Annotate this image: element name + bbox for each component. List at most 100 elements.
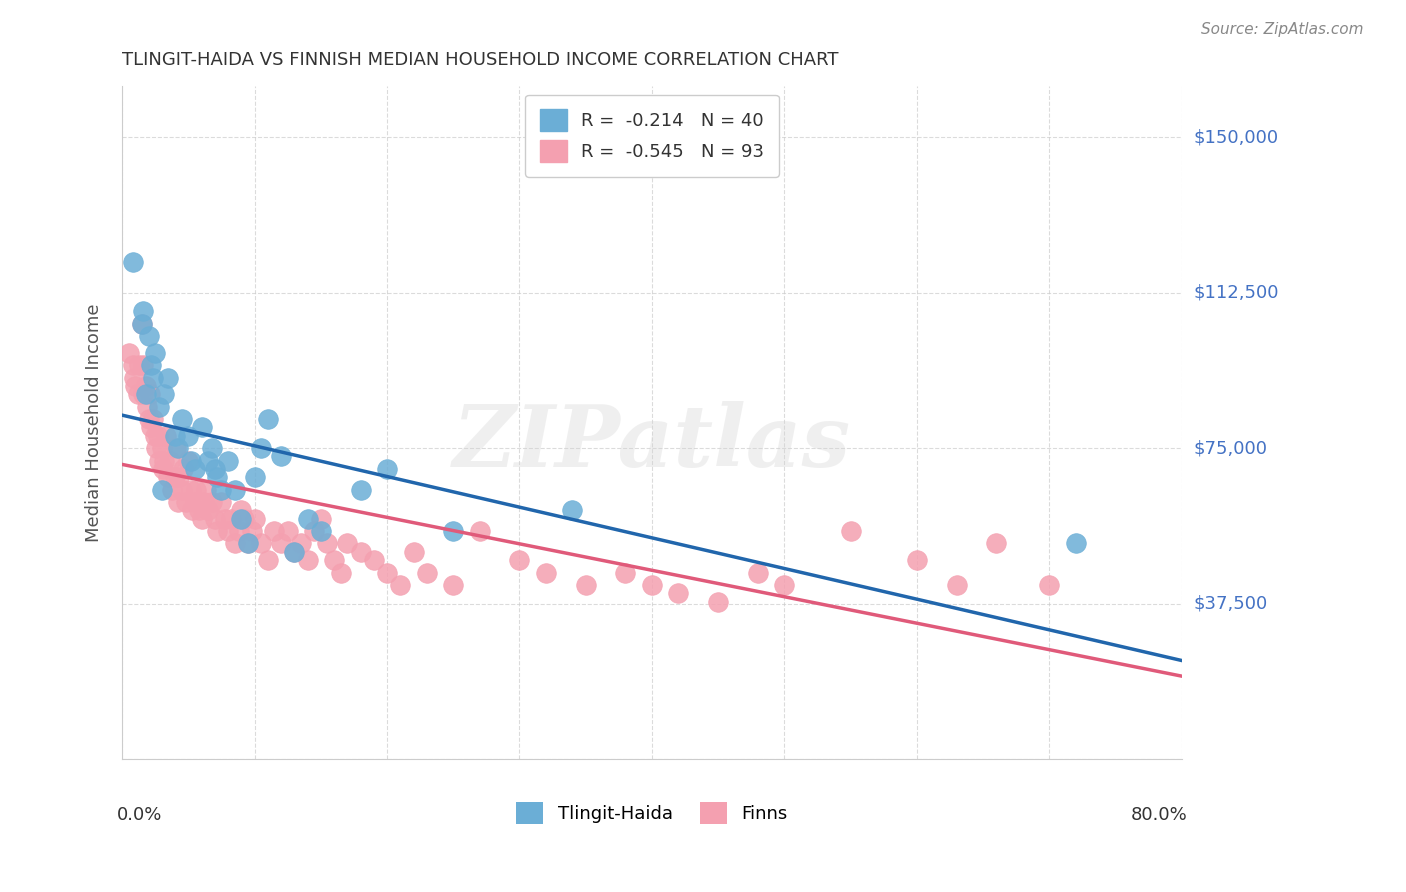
Point bbox=[187, 503, 209, 517]
Point bbox=[172, 462, 194, 476]
Point bbox=[141, 420, 163, 434]
Point bbox=[250, 441, 273, 455]
Point bbox=[207, 470, 229, 484]
Point bbox=[141, 358, 163, 372]
Point bbox=[277, 524, 299, 538]
Legend: Tlingit-Haida, Finns: Tlingit-Haida, Finns bbox=[509, 795, 794, 830]
Point bbox=[270, 536, 292, 550]
Point bbox=[363, 553, 385, 567]
Point bbox=[256, 412, 278, 426]
Point bbox=[127, 387, 149, 401]
Point bbox=[228, 524, 250, 538]
Text: $150,000: $150,000 bbox=[1194, 128, 1278, 146]
Point bbox=[136, 400, 159, 414]
Point bbox=[197, 503, 219, 517]
Point bbox=[163, 470, 186, 484]
Point bbox=[250, 536, 273, 550]
Point bbox=[204, 511, 226, 525]
Point bbox=[190, 420, 212, 434]
Point bbox=[329, 566, 352, 580]
Point bbox=[231, 503, 253, 517]
Point bbox=[240, 524, 263, 538]
Point bbox=[157, 370, 180, 384]
Point bbox=[441, 524, 464, 538]
Point bbox=[135, 379, 157, 393]
Point bbox=[561, 503, 583, 517]
Point bbox=[150, 441, 173, 455]
Point bbox=[905, 553, 928, 567]
Point bbox=[162, 483, 184, 497]
Point bbox=[121, 358, 143, 372]
Point bbox=[263, 524, 285, 538]
Point bbox=[416, 566, 439, 580]
Point bbox=[201, 441, 224, 455]
Text: TLINGIT-HAIDA VS FINNISH MEDIAN HOUSEHOLD INCOME CORRELATION CHART: TLINGIT-HAIDA VS FINNISH MEDIAN HOUSEHOL… bbox=[122, 51, 838, 69]
Point bbox=[148, 400, 170, 414]
Point bbox=[236, 536, 259, 550]
Point bbox=[839, 524, 862, 538]
Point bbox=[349, 483, 371, 497]
Point bbox=[508, 553, 530, 567]
Point bbox=[193, 495, 215, 509]
Point bbox=[146, 428, 169, 442]
Point bbox=[773, 578, 796, 592]
Point bbox=[323, 553, 346, 567]
Point bbox=[217, 524, 239, 538]
Point bbox=[1064, 536, 1087, 550]
Point bbox=[186, 483, 208, 497]
Point bbox=[190, 511, 212, 525]
Point bbox=[197, 453, 219, 467]
Point bbox=[170, 483, 193, 497]
Point bbox=[207, 524, 229, 538]
Point bbox=[309, 524, 332, 538]
Point bbox=[224, 483, 246, 497]
Point bbox=[180, 453, 202, 467]
Point bbox=[167, 470, 190, 484]
Text: Source: ZipAtlas.com: Source: ZipAtlas.com bbox=[1201, 22, 1364, 37]
Point bbox=[139, 387, 162, 401]
Point bbox=[153, 387, 176, 401]
Text: ZIPatlas: ZIPatlas bbox=[453, 401, 851, 484]
Point bbox=[184, 495, 207, 509]
Point bbox=[153, 453, 176, 467]
Point bbox=[224, 536, 246, 550]
Point bbox=[132, 304, 155, 318]
Point bbox=[138, 329, 160, 343]
Point bbox=[375, 462, 398, 476]
Point bbox=[349, 545, 371, 559]
Point bbox=[243, 470, 266, 484]
Y-axis label: Median Household Income: Median Household Income bbox=[86, 303, 103, 541]
Point bbox=[118, 346, 141, 360]
Point bbox=[614, 566, 637, 580]
Point bbox=[143, 346, 166, 360]
Point bbox=[290, 536, 312, 550]
Point bbox=[181, 503, 204, 517]
Point bbox=[141, 370, 163, 384]
Point bbox=[132, 358, 155, 372]
Point bbox=[256, 553, 278, 567]
Point bbox=[389, 578, 412, 592]
Point bbox=[316, 536, 339, 550]
Point bbox=[163, 428, 186, 442]
Point bbox=[217, 453, 239, 467]
Point bbox=[441, 578, 464, 592]
Point bbox=[184, 462, 207, 476]
Point bbox=[297, 553, 319, 567]
Point bbox=[122, 370, 145, 384]
Text: 80.0%: 80.0% bbox=[1130, 806, 1187, 824]
Point bbox=[194, 483, 217, 497]
Point bbox=[157, 470, 180, 484]
Point bbox=[128, 358, 150, 372]
Point bbox=[375, 566, 398, 580]
Point bbox=[231, 511, 253, 525]
Point bbox=[1038, 578, 1060, 592]
Point bbox=[177, 453, 200, 467]
Point bbox=[131, 317, 153, 331]
Point bbox=[534, 566, 557, 580]
Point bbox=[641, 578, 664, 592]
Point bbox=[668, 586, 690, 600]
Point bbox=[236, 536, 259, 550]
Point bbox=[945, 578, 967, 592]
Text: $37,500: $37,500 bbox=[1194, 595, 1267, 613]
Point bbox=[145, 441, 167, 455]
